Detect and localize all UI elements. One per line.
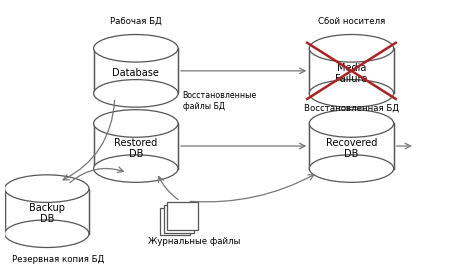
FancyBboxPatch shape <box>160 208 191 235</box>
Text: Backup
DB: Backup DB <box>29 203 65 224</box>
Ellipse shape <box>94 155 178 182</box>
Text: Recovered
DB: Recovered DB <box>326 138 377 159</box>
Text: Восстановленная БД: Восстановленная БД <box>304 104 399 113</box>
Ellipse shape <box>94 110 178 137</box>
Text: Резервная копия БД: Резервная копия БД <box>12 255 105 264</box>
Ellipse shape <box>309 110 393 137</box>
Text: Рабочая БД: Рабочая БД <box>110 17 162 26</box>
Polygon shape <box>5 188 89 234</box>
Ellipse shape <box>94 35 178 62</box>
Ellipse shape <box>5 175 89 202</box>
Polygon shape <box>309 124 393 169</box>
Text: Restored
DB: Restored DB <box>114 138 157 159</box>
Ellipse shape <box>5 220 89 247</box>
Text: Журнальные файлы: Журнальные файлы <box>148 238 241 247</box>
Text: Восстановленные
файлы БД: Восстановленные файлы БД <box>182 91 257 111</box>
Text: Media
Failure: Media Failure <box>335 63 367 84</box>
Polygon shape <box>94 48 178 93</box>
Ellipse shape <box>309 35 393 62</box>
FancyBboxPatch shape <box>164 205 194 233</box>
Polygon shape <box>94 124 178 169</box>
Text: Сбой носителя: Сбой носителя <box>318 17 385 26</box>
FancyBboxPatch shape <box>167 202 198 230</box>
Polygon shape <box>309 48 393 93</box>
Ellipse shape <box>309 80 393 107</box>
Text: Database: Database <box>112 68 159 78</box>
Ellipse shape <box>309 155 393 182</box>
Ellipse shape <box>94 80 178 107</box>
